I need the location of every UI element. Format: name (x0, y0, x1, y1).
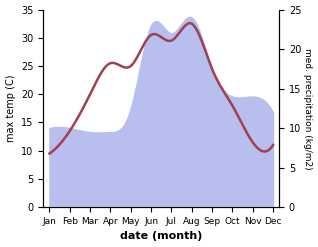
X-axis label: date (month): date (month) (120, 231, 203, 242)
Y-axis label: max temp (C): max temp (C) (5, 75, 16, 142)
Y-axis label: med. precipitation (kg/m2): med. precipitation (kg/m2) (303, 48, 313, 169)
